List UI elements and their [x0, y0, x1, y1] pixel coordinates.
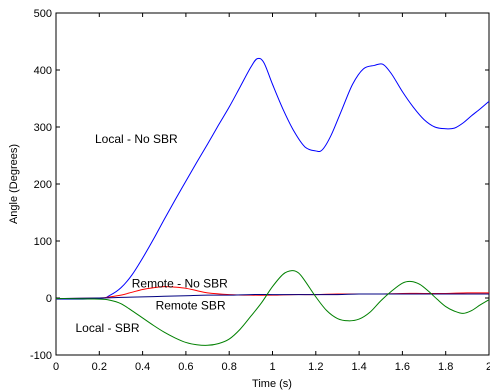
- x-tick-label: 0.8: [222, 361, 237, 373]
- y-tick-label: 100: [34, 236, 52, 248]
- x-tick-label: 0.4: [135, 361, 150, 373]
- x-tick-label: 2: [486, 361, 490, 373]
- series-annotation: Local - No SBR: [95, 132, 178, 146]
- series-lines: [55, 57, 490, 346]
- x-tick-label: 1.2: [308, 361, 323, 373]
- x-tick-label: 0.2: [92, 361, 107, 373]
- series-line-2: [55, 293, 489, 300]
- plot-area: [55, 12, 490, 356]
- x-tick-label: 0.6: [178, 361, 193, 373]
- y-tick-label: -100: [30, 350, 52, 362]
- y-tick-label: 400: [34, 65, 52, 77]
- series-line-1: [55, 286, 490, 300]
- series-annotation: Remote - No SBR: [132, 277, 228, 291]
- series-line-3: [55, 270, 490, 346]
- y-tick-label: 200: [34, 179, 52, 191]
- y-tick-label: 0: [46, 293, 52, 305]
- series-annotation: Remote SBR: [156, 298, 226, 312]
- x-axis-label: Time (s): [252, 378, 292, 390]
- x-tick-label: 0: [53, 361, 59, 373]
- y-tick-label: 500: [34, 8, 52, 20]
- y-tick-label: 300: [34, 122, 52, 134]
- x-tick-label: 1.4: [351, 361, 366, 373]
- x-tick-label: 1.8: [438, 361, 453, 373]
- series-annotations: Local - No SBR Remote - No SBR Remote SBR L…: [75, 132, 228, 335]
- x-tick-label: 1.6: [395, 361, 410, 373]
- x-tick-label: 1: [269, 361, 275, 373]
- y-axis-label: Angle (Degrees): [8, 144, 20, 224]
- series-annotation: Local - SBR: [75, 321, 139, 335]
- series-line-0: [55, 57, 490, 300]
- axis-ticks: 0 0.2 0.4 0.6 0.8 1 1.2 1.4 1.6 1.8 2-100010020030…: [30, 8, 490, 373]
